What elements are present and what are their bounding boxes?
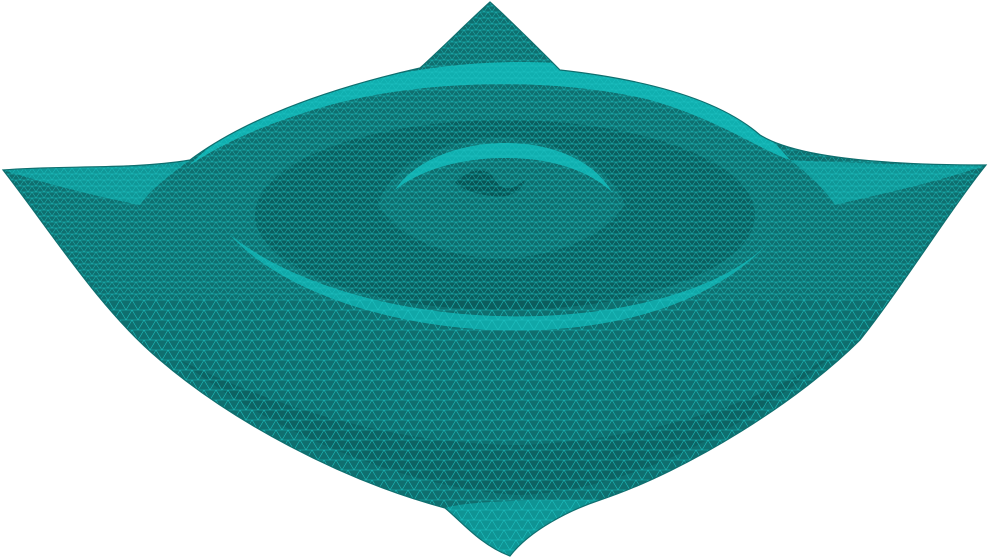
wireframe-near-region [3,300,986,556]
wireframe-far-region [3,2,986,300]
